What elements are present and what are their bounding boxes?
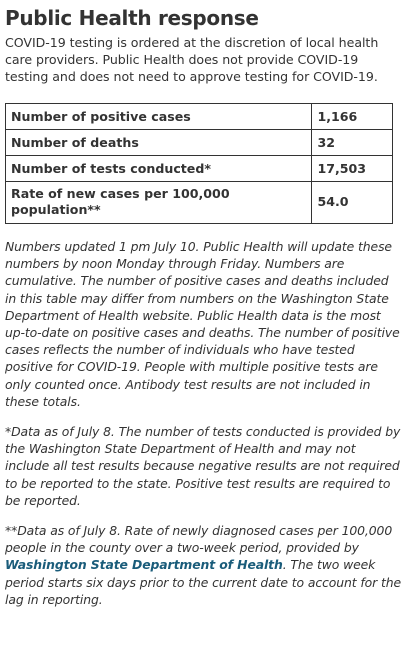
stat-label-rate: Rate of new cases per 100,000 population… [4,181,313,224]
stat-label-tests: Number of tests conducted* [4,155,313,182]
footnote-rate-text-start: **Data as of July 8. Rate of newly diagn… [5,523,393,556]
footnote-rate: **Data as of July 8. Rate of newly diagn… [5,522,402,608]
footnote-tests: *Data as of July 8. The number of tests … [5,424,401,508]
table-row: Rate of new cases per 100,000 population… [4,181,393,224]
table-row: Number of tests conducted* 17,503 [4,155,393,182]
intro-text: COVID-19 testing is ordered at the discr… [5,35,379,84]
stat-value-tests: 17,503 [311,155,393,182]
table-row: Number of positive cases 1,166 [4,103,393,130]
stats-table: Number of positive cases 1,166 Number of… [4,103,393,224]
stat-label-deaths: Number of deaths [4,129,313,156]
footnote-update: Numbers updated 1 pm July 10. Public Hea… [5,239,400,409]
table-row: Number of deaths 32 [4,129,393,156]
doh-link[interactable]: Washington State Department of Health [5,557,283,573]
footnotes: Numbers updated 1 pm July 10. Public Hea… [5,238,402,608]
footnote-rate-text-end: . The two week period starts six days pr… [5,557,401,607]
stat-label-positive-cases: Number of positive cases [4,103,313,130]
stat-value-deaths: 32 [311,129,393,156]
stat-value-positive-cases: 1,166 [311,103,393,130]
stat-value-rate: 54.0 [311,181,393,224]
page-title: Public Health response [5,6,259,30]
